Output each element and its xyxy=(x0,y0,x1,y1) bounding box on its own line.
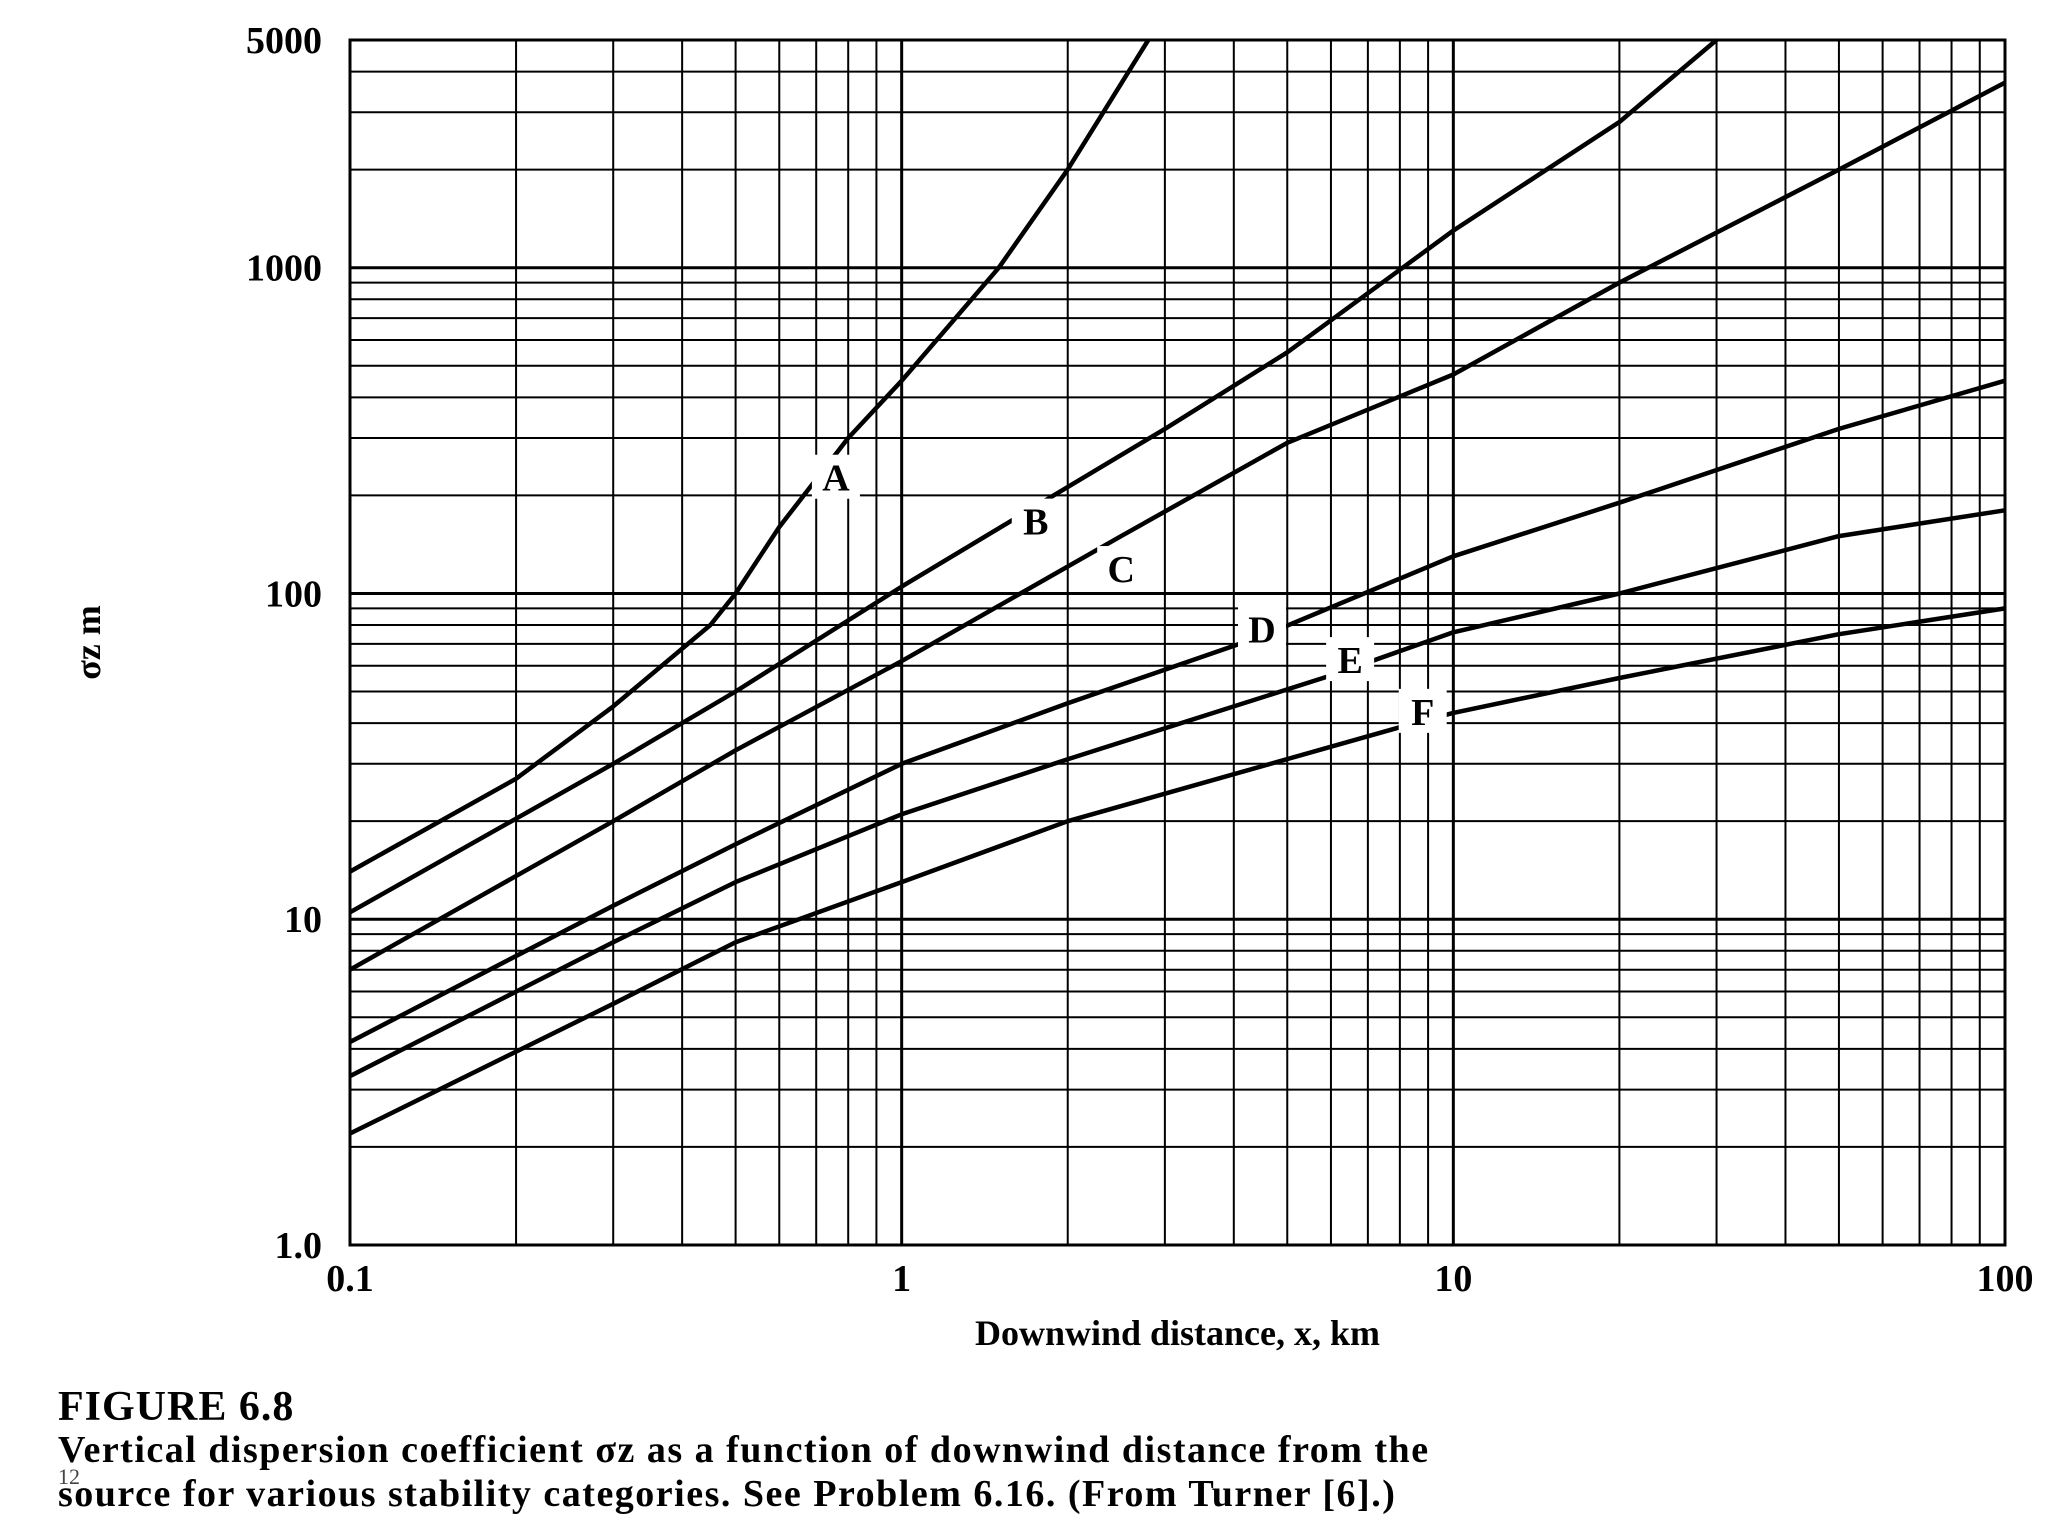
curve-label-A: A xyxy=(822,458,850,500)
curve-label-bg-A xyxy=(811,454,860,499)
x-tick-label: 10 xyxy=(1434,1258,1472,1300)
curve-F xyxy=(349,606,2006,1136)
page-number: 12 xyxy=(58,1464,80,1489)
curve-B xyxy=(348,38,1718,915)
y-tick-label: 1000 xyxy=(246,248,322,290)
curve-C xyxy=(348,80,2007,972)
figure-caption: Vertical dispersion coefficient σz as a … xyxy=(58,1428,2040,1516)
y-tick-labels: 1.0 10 100 1000 5000 xyxy=(246,20,322,1267)
y-tick-label: 10 xyxy=(284,899,322,941)
y-tick-label: 1.0 xyxy=(275,1225,323,1267)
curve-label-bg-B xyxy=(1011,498,1060,543)
x-tick-label: 0.1 xyxy=(326,1258,374,1300)
curve-label-F: F xyxy=(1411,692,1434,734)
curve-label-bg-F xyxy=(1398,688,1447,733)
x-tick-label: 100 xyxy=(1977,1258,2034,1300)
curve-label-bg-E xyxy=(1326,637,1375,682)
curve-E xyxy=(348,508,2006,1079)
curve-label-bg-C xyxy=(1097,546,1146,591)
curve-label-C: C xyxy=(1107,549,1134,591)
curve-label-bg-D xyxy=(1238,606,1287,651)
y-tick-label: 100 xyxy=(265,573,322,615)
plot-frame xyxy=(348,38,2007,1247)
x-tick-label: 1 xyxy=(892,1258,911,1300)
curve-A xyxy=(348,38,1151,874)
curve-D xyxy=(348,378,2006,1044)
curve-label-E: E xyxy=(1337,640,1362,682)
chart-grid xyxy=(348,39,2005,1247)
figure-title: FIGURE 6.8 xyxy=(58,1384,295,1430)
figure-caption-line2: source for various stability categories.… xyxy=(58,1473,1397,1515)
curve-label-B: B xyxy=(1023,502,1048,544)
y-axis-title: σz m xyxy=(68,605,108,680)
x-tick-labels: 0.1 1 10 100 xyxy=(326,1258,2033,1300)
figure-caption-line1: Vertical dispersion coefficient σz as a … xyxy=(58,1429,1430,1471)
curve-labels-layer: A B C D E F xyxy=(811,454,1447,734)
x-axis-title: Downwind distance, x, km xyxy=(975,1313,1380,1353)
curves-layer xyxy=(348,38,2007,1136)
curve-label-D: D xyxy=(1248,609,1275,651)
dispersion-chart: A B C D E F 1.0 10 100 1000 5000 0.1 1 10 100 Downwi… xyxy=(68,20,2034,1353)
y-tick-label: 5000 xyxy=(246,20,322,62)
